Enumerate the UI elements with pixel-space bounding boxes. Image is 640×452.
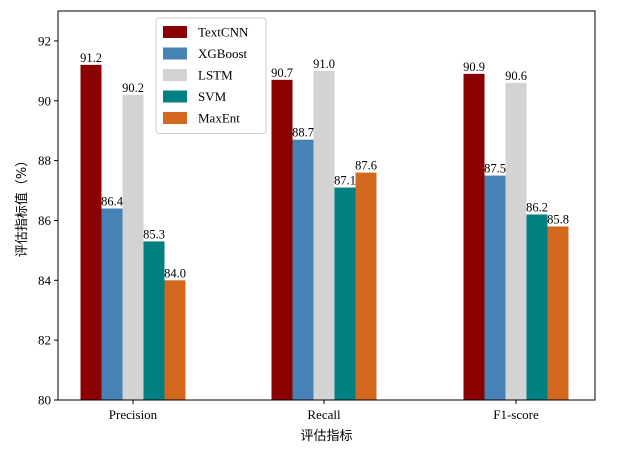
x-tick-label-recall: Recall (307, 407, 341, 422)
bar-svm-f1-score (526, 214, 548, 400)
legend-swatch-lstm (163, 69, 187, 81)
bar-textcnn-f1-score (463, 73, 485, 400)
bar-lstm-precision (122, 94, 144, 401)
bar-xgboost-f1-score (484, 175, 506, 400)
legend-swatch-textcnn (163, 26, 187, 38)
data-label-textcnn-f1-score: 90.9 (463, 60, 485, 74)
y-tick-label: 84 (38, 273, 52, 288)
y-axis-label: 评估指标值（%） (14, 154, 30, 257)
legend-label-textcnn: TextCNN (198, 25, 249, 40)
legend-swatch-xgboost (163, 47, 187, 60)
x-axis: Precision Recall F1-score (109, 400, 539, 422)
bar-lstm-f1-score (505, 82, 527, 401)
x-axis-label: 评估指标 (300, 429, 352, 444)
bar-xgboost-precision (101, 208, 123, 400)
data-label-maxent-recall: 87.6 (355, 159, 377, 173)
data-label-textcnn-recall: 90.7 (271, 66, 293, 80)
bar-svm-precision (143, 241, 165, 400)
y-tick-label: 92 (38, 33, 51, 48)
legend-label-svm: SVM (198, 89, 227, 104)
bar-maxent-precision (164, 280, 186, 400)
bars-layer (80, 64, 569, 401)
data-label-maxent-f1-score: 85.8 (547, 212, 569, 226)
bar-lstm-recall (313, 70, 335, 400)
data-label-lstm-precision: 90.2 (122, 81, 144, 95)
legend-swatch-svm (163, 90, 187, 103)
data-label-xgboost-f1-score: 87.5 (484, 162, 506, 176)
x-tick-label-precision: Precision (109, 407, 158, 422)
legend: TextCNN XGBoost LSTM SVM MaxEnt (155, 17, 267, 134)
legend-label-xgboost: XGBoost (198, 46, 248, 61)
plot-frame (57, 10, 596, 401)
bar-svm-recall (334, 187, 356, 400)
data-labels-layer: 91.2 90.7 90.9 86.4 88.7 87.5 90.2 91.0 90.6 85.3… (80, 51, 569, 280)
data-label-xgboost-recall: 88.7 (292, 126, 314, 140)
y-tick-label: 86 (38, 213, 52, 228)
legend-swatch-maxent (163, 112, 187, 124)
y-tick-label: 90 (38, 93, 51, 108)
data-label-svm-precision: 85.3 (143, 227, 165, 241)
data-label-svm-recall: 87.1 (334, 174, 356, 188)
bar-xgboost-recall (292, 139, 314, 400)
legend-label-maxent: MaxEnt (198, 111, 240, 126)
y-axis: 80 82 84 86 88 90 92 (38, 33, 58, 408)
y-tick-label: 80 (38, 393, 51, 408)
bar-textcnn-recall (271, 79, 293, 401)
bar-maxent-recall (355, 172, 377, 400)
bar-textcnn-precision (80, 64, 102, 400)
y-tick-label: 88 (38, 153, 51, 168)
legend-box (155, 17, 267, 134)
bar-maxent-f1-score (547, 226, 569, 400)
data-label-xgboost-precision: 86.4 (101, 194, 124, 208)
data-label-textcnn-precision: 91.2 (80, 51, 102, 65)
data-label-lstm-f1-score: 90.6 (505, 69, 527, 83)
legend-label-lstm: LSTM (198, 68, 233, 83)
data-label-svm-f1-score: 86.2 (526, 200, 548, 214)
data-label-lstm-recall: 91.0 (313, 57, 335, 71)
data-label-maxent-precision: 84.0 (164, 266, 186, 280)
x-tick-label-f1-score: F1-score (493, 407, 539, 422)
y-tick-label: 82 (38, 333, 51, 348)
